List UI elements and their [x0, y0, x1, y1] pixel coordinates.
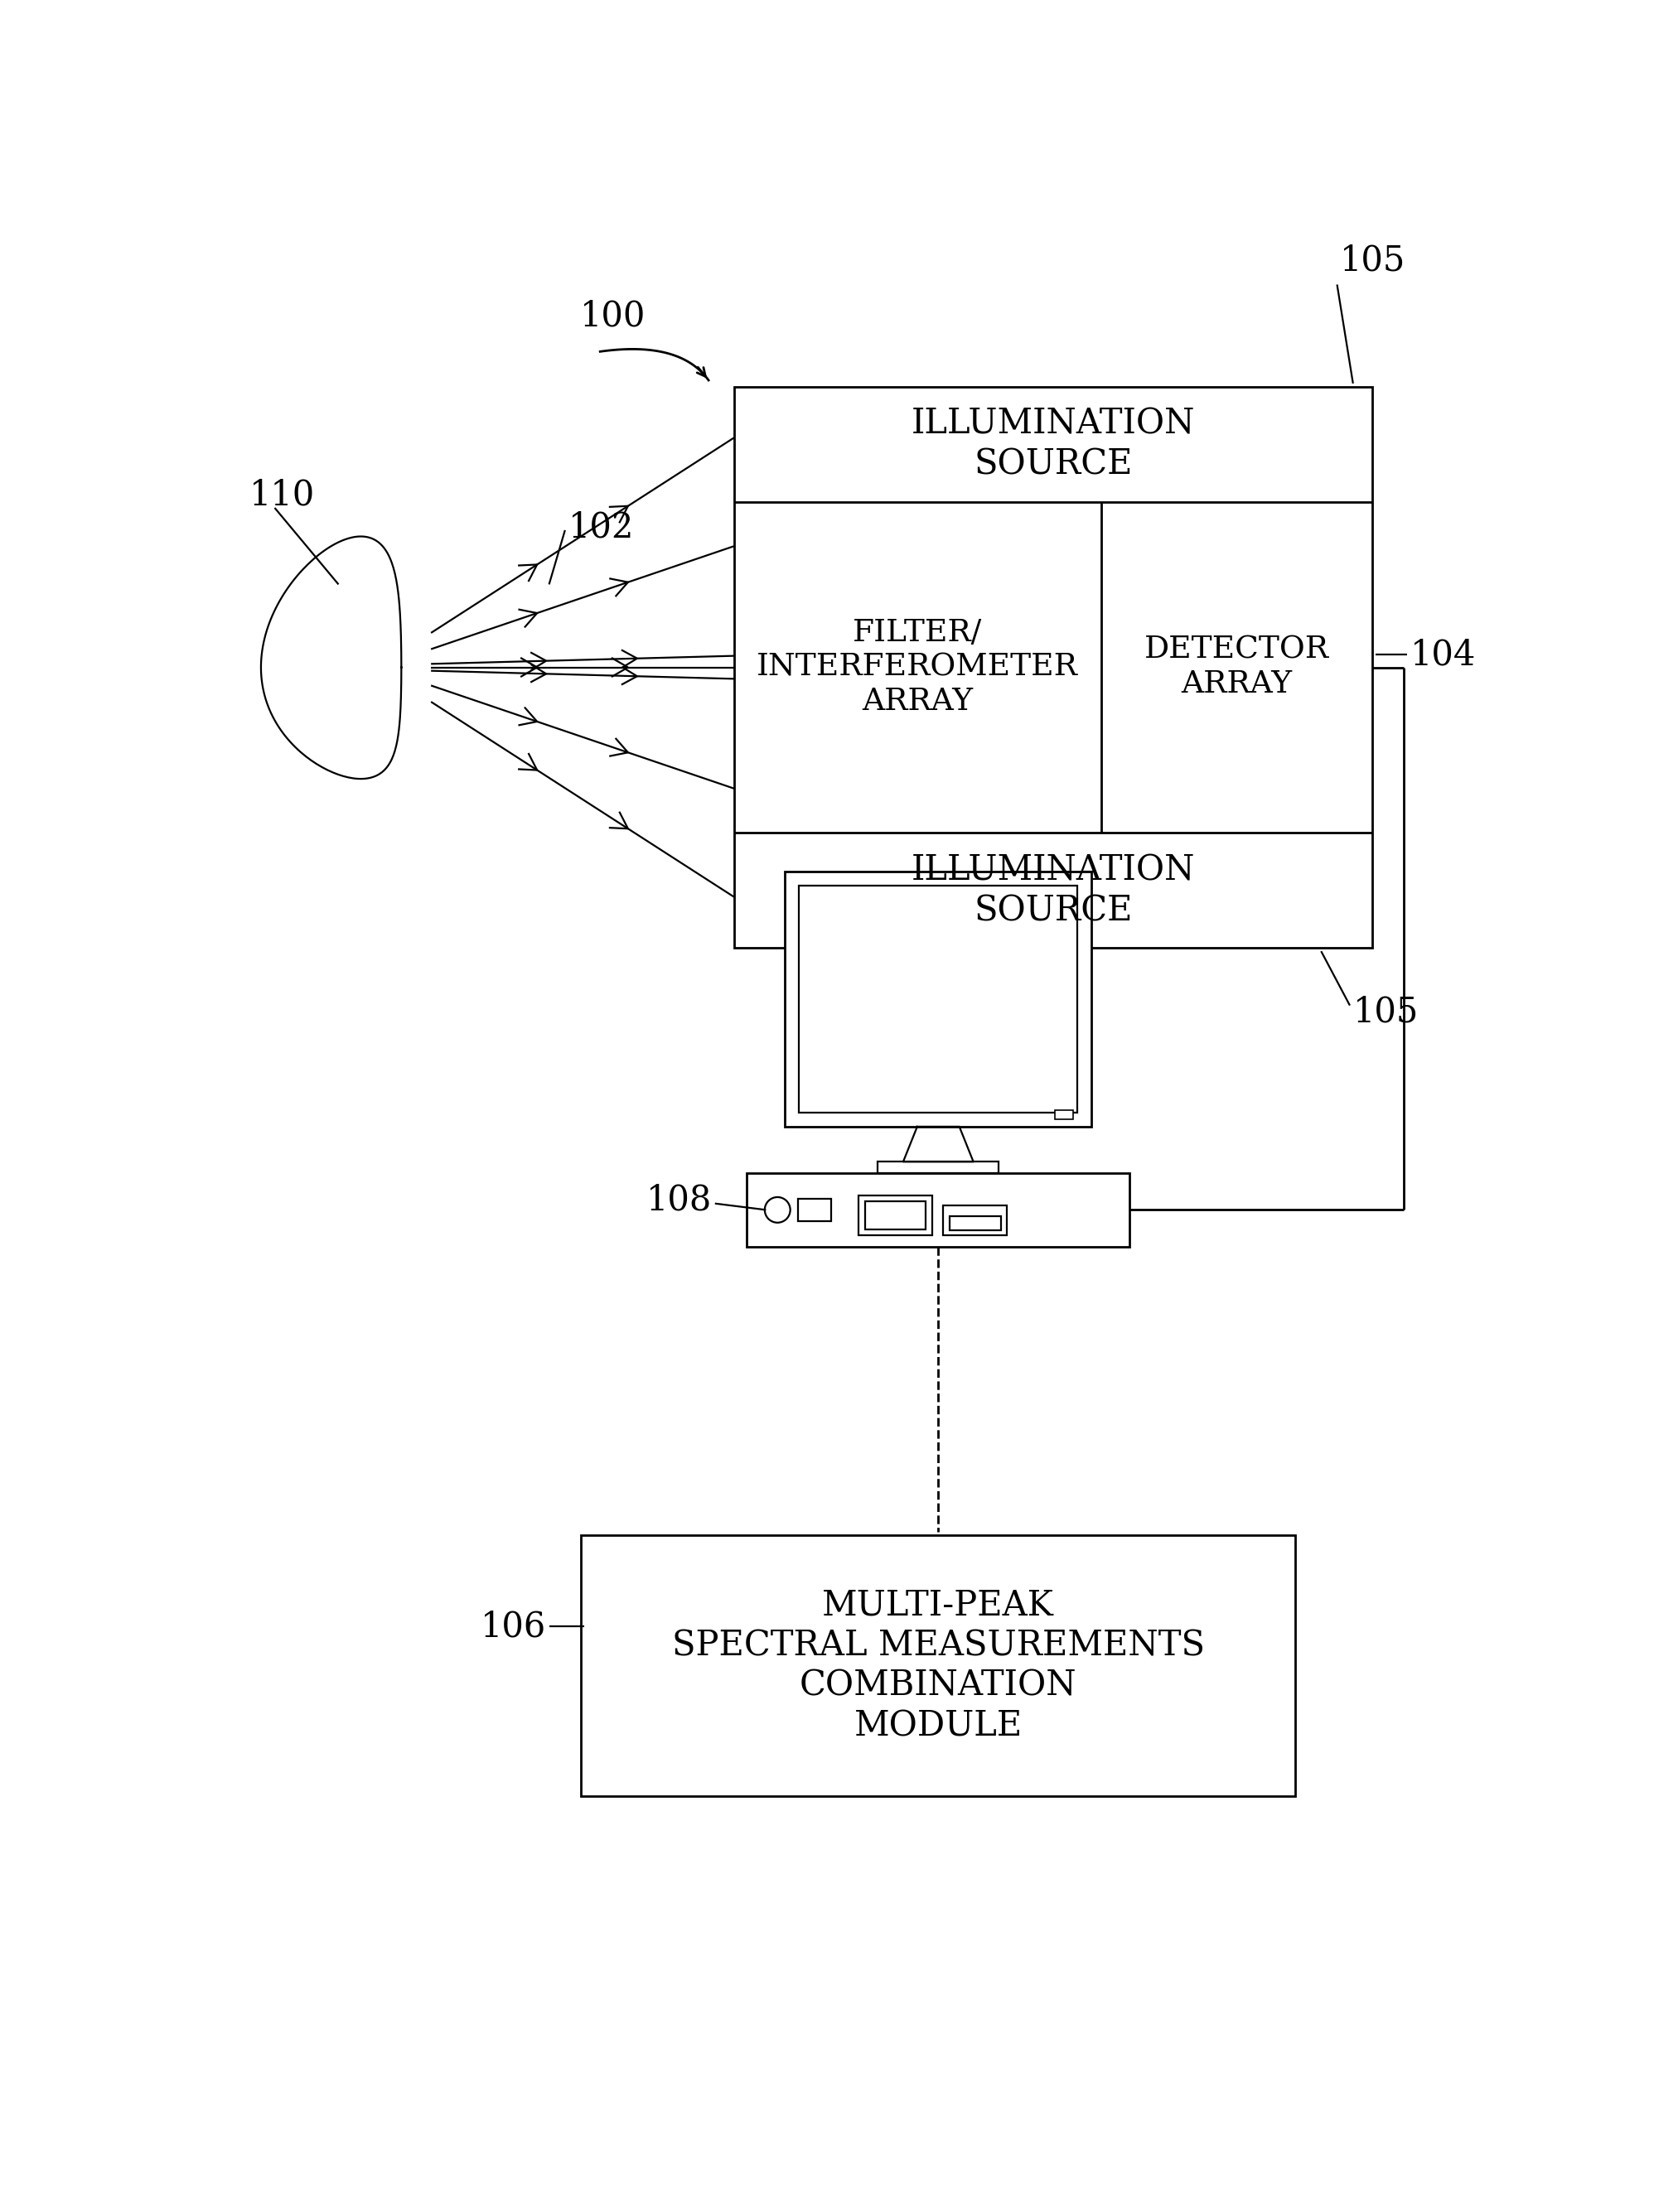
- Bar: [858, 1194, 931, 1237]
- Bar: [878, 1161, 999, 1172]
- Bar: [734, 387, 1373, 949]
- Text: 105: 105: [1340, 243, 1406, 279]
- Bar: [865, 1201, 926, 1230]
- Bar: [786, 872, 1092, 1126]
- Text: 102: 102: [569, 509, 633, 544]
- Text: 105: 105: [1353, 995, 1419, 1029]
- Text: MULTI-PEAK
SPECTRAL MEASUREMENTS
COMBINATION
MODULE: MULTI-PEAK SPECTRAL MEASUREMENTS COMBINA…: [672, 1588, 1204, 1743]
- Text: DETECTOR
ARRAY: DETECTOR ARRAY: [1145, 635, 1328, 699]
- Text: ILLUMINATION
SOURCE: ILLUMINATION SOURCE: [911, 407, 1196, 482]
- Bar: [949, 1217, 1001, 1230]
- Bar: [1055, 1110, 1073, 1119]
- Text: ILLUMINATION
SOURCE: ILLUMINATION SOURCE: [911, 854, 1196, 929]
- Text: 100: 100: [581, 299, 645, 334]
- Text: FILTER/
INTERFEROMETER
ARRAY: FILTER/ INTERFEROMETER ARRAY: [758, 617, 1078, 717]
- Text: 104: 104: [1411, 637, 1477, 672]
- Text: 106: 106: [480, 1608, 546, 1644]
- Bar: [581, 1535, 1295, 1796]
- Bar: [943, 1206, 1007, 1237]
- Text: 110: 110: [250, 478, 314, 513]
- Bar: [799, 885, 1077, 1113]
- Bar: [797, 1199, 830, 1221]
- Text: 108: 108: [647, 1183, 711, 1217]
- Bar: [748, 1172, 1130, 1248]
